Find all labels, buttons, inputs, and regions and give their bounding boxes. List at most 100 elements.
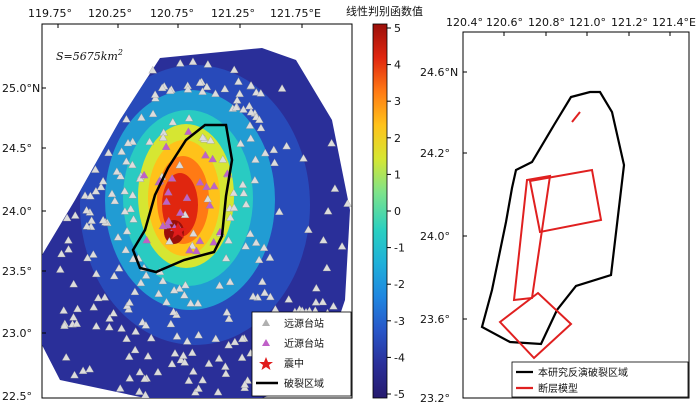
lon-tick-1: 119.75°: [28, 7, 72, 20]
colorbar-tick-label: 3: [394, 95, 401, 108]
station-triangle: [86, 191, 95, 200]
r-lon-tick-3: 120.8°: [528, 16, 565, 29]
station-triangle: [256, 123, 266, 132]
colorbar-tick-label: 2: [394, 132, 401, 145]
station-triangle: [192, 246, 201, 255]
station-triangle: [222, 308, 232, 316]
station-triangle: [112, 167, 122, 175]
station-triangle: [98, 176, 108, 185]
station-triangle: [229, 65, 239, 73]
station-triangle: [299, 154, 308, 162]
colorbar-tick-label: 5: [394, 22, 401, 35]
fault-model: [498, 111, 603, 360]
left-legend: 远源台站 近源台站 震中 破裂区域: [251, 311, 352, 397]
lon-tick-4: 121.25°: [211, 7, 255, 20]
station-triangle: [100, 293, 110, 301]
station-triangle: [148, 109, 158, 118]
station-triangle: [184, 113, 194, 122]
station-triangle: [239, 188, 249, 197]
station-triangle: [169, 285, 179, 294]
station-triangle: [202, 182, 211, 190]
station-triangle: [269, 145, 279, 154]
station-triangle: [148, 65, 158, 74]
station-triangle: [82, 221, 92, 230]
station-triangle: [135, 387, 144, 395]
station-triangle: [323, 206, 333, 215]
station-triangle: [179, 351, 188, 359]
station-triangle: [189, 229, 198, 237]
station-triangle: [104, 148, 113, 156]
r-lon-tick-6: 121.4°E: [652, 16, 696, 29]
epicenter-legend-symbol: [259, 357, 273, 370]
station-triangle: [211, 334, 221, 342]
station-triangle: [109, 271, 119, 280]
station-triangle: [215, 281, 224, 289]
station-triangle: [153, 367, 163, 376]
station-triangle: [214, 354, 224, 362]
station-triangle: [194, 330, 203, 339]
station-triangle: [189, 367, 198, 375]
station-triangle: [201, 150, 210, 159]
station-triangle: [238, 334, 247, 342]
station-triangle: [117, 324, 126, 332]
station-triangle: [136, 278, 146, 287]
r-lat-tick-3: 24.0°: [420, 230, 450, 243]
station-triangle: [57, 249, 66, 258]
station-triangle: [165, 237, 174, 245]
station-triangle: [251, 155, 260, 163]
station-triangle: [114, 263, 124, 272]
station-triangle: [224, 340, 233, 349]
station-triangle: [260, 148, 270, 157]
station-triangle: [80, 191, 90, 199]
station-triangle: [167, 359, 177, 368]
colorbar-tick-label: 4: [394, 59, 401, 72]
station-triangle: [61, 353, 71, 361]
station-triangle: [221, 369, 231, 377]
station-triangle: [284, 295, 293, 303]
station-triangle: [191, 388, 200, 396]
colorbar-ticks: 5 4 3 2 1 0 -1 -2 -3 -4 -5: [387, 22, 405, 401]
station-triangle: [229, 203, 239, 211]
station-triangle: [142, 235, 151, 244]
legend-fault-model: 断层模型: [538, 382, 578, 395]
r-lat-tick-2: 24.2°: [420, 147, 450, 160]
station-triangle: [275, 207, 284, 215]
r-lat-tick-5: 23.2°: [420, 392, 450, 405]
station-triangle: [282, 141, 291, 150]
station-triangle: [204, 359, 214, 367]
station-triangle: [221, 253, 231, 262]
station-triangle: [170, 349, 180, 357]
station-triangle: [237, 353, 247, 361]
station-triangle: [193, 299, 203, 307]
station-triangle: [122, 226, 132, 235]
station-triangle: [85, 364, 94, 373]
station-triangle: [184, 127, 193, 135]
right-map-frame: [462, 31, 690, 399]
station-triangle: [246, 134, 255, 142]
colorbar-ramp: [372, 23, 388, 399]
station-triangle: [218, 155, 228, 163]
station-triangle: [91, 165, 100, 173]
station-triangle: [158, 133, 168, 141]
station-triangle: [64, 236, 73, 244]
station-triangle: [251, 238, 261, 246]
station-triangle: [164, 216, 174, 225]
station-triangle: [125, 298, 134, 306]
station-triangle: [141, 321, 151, 329]
lon-tick-3: 120.75°: [150, 7, 194, 20]
fault-segment-north: [571, 111, 581, 123]
station-triangle: [98, 215, 108, 224]
station-triangle: [150, 90, 160, 98]
station-triangle: [172, 332, 182, 340]
station-triangle: [327, 138, 336, 147]
station-triangle: [236, 139, 245, 147]
station-triangle: [175, 160, 184, 169]
station-triangle: [213, 387, 223, 396]
lon-tick-5: 121.75°E: [270, 7, 321, 20]
r-lon-tick-1: 120.4°: [446, 16, 483, 29]
station-triangle: [304, 225, 313, 233]
station-triangle: [126, 204, 136, 213]
legend-near-station: 近源台站: [284, 337, 324, 350]
station-triangle: [116, 171, 125, 180]
